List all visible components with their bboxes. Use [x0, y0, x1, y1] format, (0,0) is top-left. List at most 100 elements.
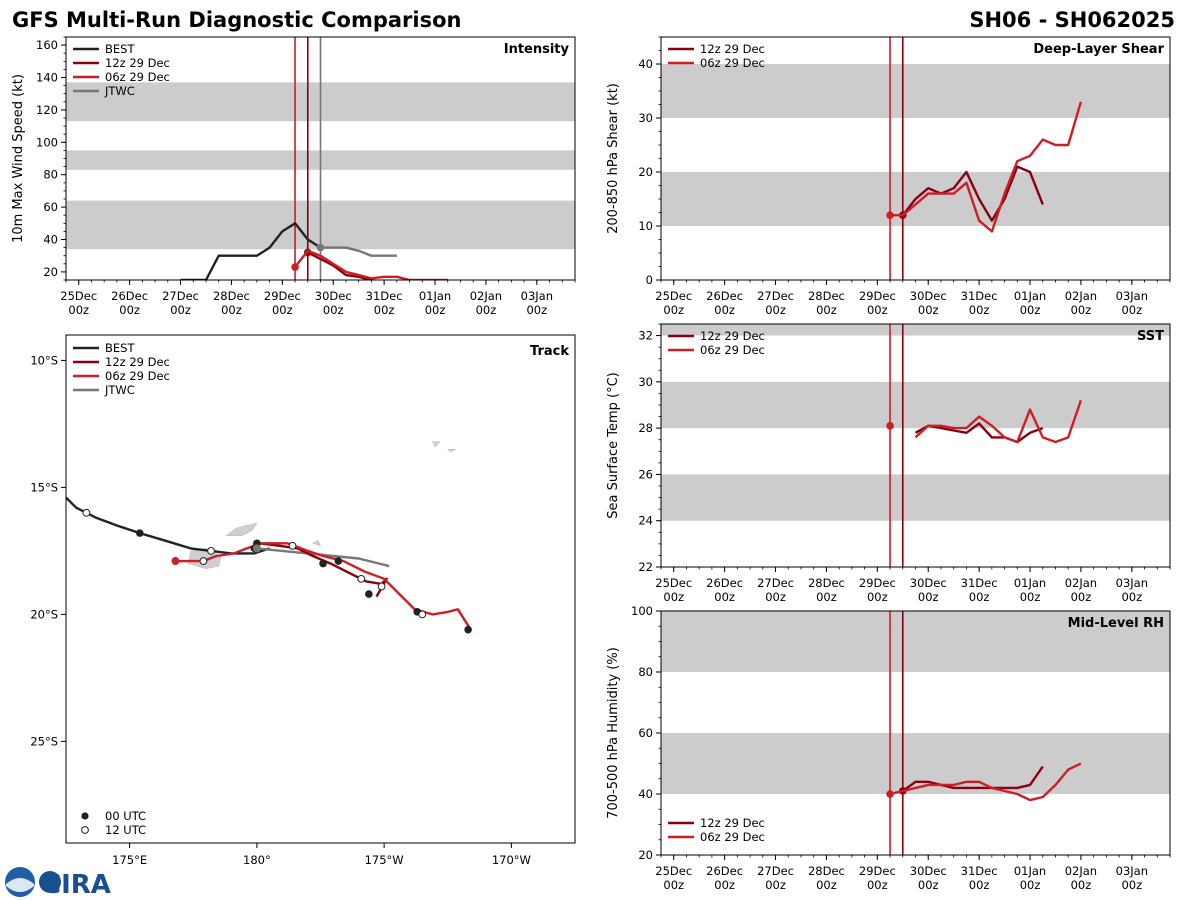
intensity-ytick-label: 40 [43, 233, 58, 247]
land-polygon-4 [447, 448, 456, 453]
rh-panel: 2040608010025Dec00z26Dec00z27Dec00z28Dec… [606, 604, 1171, 892]
track-marker-00utc [136, 529, 144, 537]
sst-ytick-label: 22 [638, 560, 653, 574]
sst-xtick-label-hour: 00z [969, 590, 990, 604]
shear-series-06z-29-dec [890, 101, 1083, 233]
sst-band-1 [661, 381, 1170, 429]
track-start-dot [252, 544, 261, 553]
sst-xtick-label-hour: 00z [1071, 590, 1092, 604]
shear-title: Deep-Layer Shear [1033, 42, 1164, 57]
sst-ytick-label: 30 [638, 375, 653, 389]
track-ytick-label: 25°S [30, 734, 58, 748]
rh-xtick-label-hour: 00z [969, 878, 990, 892]
intensity-series-jtwc [320, 246, 397, 257]
intensity-xtick-label-date: 28Dec [213, 289, 250, 303]
shear-xtick-label-hour: 00z [1071, 303, 1092, 317]
rh-xtick-label-date: 03Jan [1116, 864, 1148, 878]
track-xtick-label: 175°E [112, 853, 147, 867]
intensity-xtick-label-date: 02Jan [470, 289, 502, 303]
sst-xtick-label-date: 27Dec [757, 576, 794, 590]
track-panel: 175°E 180° 175°W 170°W 10°S 15°S 20°S 25°S Track… [30, 334, 576, 867]
sst-legend-label: 12z 29 Dec [700, 329, 765, 343]
shear-ytick-label: 0 [646, 273, 653, 287]
shear-xtick-label-date: 25Dec [655, 289, 692, 303]
track-xtick-label: 180° [243, 853, 271, 867]
track-line-06z-29-dec [175, 542, 472, 631]
intensity-xtick-label-date: 31Dec [366, 289, 403, 303]
sst-ytick-label: 26 [638, 467, 653, 481]
shear-xtick-label-hour: 00z [867, 303, 888, 317]
rh-title: Mid-Level RH [1068, 616, 1164, 631]
intensity-xtick-label-date: 03Jan [521, 289, 553, 303]
rh-start-dot-06z-29-dec [886, 790, 894, 798]
sst-xtick-label-date: 02Jan [1065, 576, 1097, 590]
shear-xtick-label-date: 26Dec [706, 289, 743, 303]
rh-band-1 [661, 611, 1170, 672]
intensity-xtick-label-hour: 00z [323, 303, 344, 317]
shear-ylabel: 200-850 hPa Shear (kt) [606, 83, 621, 234]
shear-xtick-label-hour: 00z [663, 303, 684, 317]
shear-xtick-label-hour: 00z [969, 303, 990, 317]
rh-xtick-label-hour: 00z [663, 878, 684, 892]
sst-panel: 22242628303225Dec00z26Dec00z27Dec00z28De… [606, 323, 1171, 604]
sst-frame [660, 323, 1171, 568]
sst-xtick-label-hour: 00z [867, 590, 888, 604]
cira-logo: CIRA [5, 867, 111, 900]
land-polygon-3 [432, 441, 441, 448]
globe-icon [39, 871, 61, 893]
rh-ytick-label: 20 [638, 848, 653, 862]
track-line-12z-29-dec [259, 542, 388, 598]
sst-xtick-label-hour: 00z [714, 590, 735, 604]
sst-xtick-label-hour: 00z [1121, 590, 1142, 604]
rh-xtick-label-date: 01Jan [1014, 864, 1046, 878]
track-marker-legend-label: 12 UTC [105, 823, 146, 837]
track-legend-label: BEST [105, 341, 135, 355]
intensity-ytick-label: 60 [43, 200, 58, 214]
shear-xtick-label-date: 01Jan [1014, 289, 1046, 303]
intensity-start-dot-06z-29-dec [291, 263, 299, 271]
sst-xtick-label-date: 29Dec [859, 576, 896, 590]
track-marker-12utc [377, 582, 386, 591]
sst-band-0 [661, 474, 1170, 521]
intensity-series-12z-29-dec [307, 251, 372, 280]
track-marker-12utc [199, 557, 208, 565]
intensity-legend-label: BEST [105, 42, 135, 56]
rh-series-12z-29-dec [902, 765, 1044, 792]
rh-series-06z-29-dec [889, 762, 1082, 802]
intensity-legend-label: 12z 29 Dec [105, 56, 170, 70]
intensity-start-dot-jtwc [316, 243, 325, 252]
rh-plot-area [661, 611, 1170, 855]
shear-xtick-label-date: 28Dec [808, 289, 845, 303]
rh-xtick-label-hour: 00z [816, 878, 837, 892]
shear-band-1 [661, 64, 1170, 118]
track-legend-label: 06z 29 Dec [105, 369, 170, 383]
rh-xtick-label-date: 02Jan [1065, 864, 1097, 878]
rh-ytick-label: 60 [638, 726, 653, 740]
sst-xtick-label-date: 26Dec [706, 576, 743, 590]
intensity-panel: 2040608010012014016025Dec00z26Dec00z27De… [11, 36, 576, 317]
sst-xtick-label-date: 28Dec [808, 576, 845, 590]
intensity-ylabel: 10m Max Wind Speed (kt) [11, 74, 26, 243]
sst-legend-label: 06z 29 Dec [700, 343, 765, 357]
shear-legend-label: 06z 29 Dec [700, 56, 765, 70]
track-marker-00utc [319, 559, 327, 568]
track-marker-12utc [288, 541, 297, 550]
sst-ytick-label: 28 [638, 421, 653, 435]
legend-marker-00utc [81, 812, 89, 820]
shear-xtick-label-hour: 00z [1121, 303, 1142, 317]
land-polygon-2 [312, 540, 322, 547]
rh-xtick-label-hour: 00z [918, 878, 939, 892]
sst-xtick-label-hour: 00z [816, 590, 837, 604]
intensity-title: Intensity [504, 42, 570, 57]
rh-xtick-label-hour: 00z [867, 878, 888, 892]
sst-series-06z-29-dec [914, 400, 1083, 444]
intensity-xtick-label-date: 27Dec [162, 289, 199, 303]
shear-xtick-label-hour: 00z [1020, 303, 1041, 317]
sst-xtick-label-date: 31Dec [961, 576, 998, 590]
rh-ytick-label: 100 [631, 604, 653, 618]
intensity-ytick-label: 20 [43, 265, 58, 279]
intensity-ytick-label: 80 [43, 168, 58, 182]
sst-title: SST [1137, 329, 1164, 344]
sst-ytick-label: 24 [638, 514, 653, 528]
